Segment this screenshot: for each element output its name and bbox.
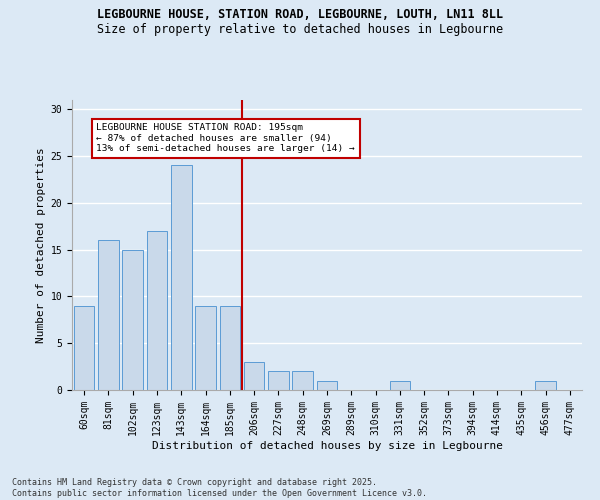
Bar	[292, 372, 313, 390]
X-axis label: Distribution of detached houses by size in Legbourne: Distribution of detached houses by size …	[151, 440, 503, 450]
Text: LEGBOURNE HOUSE, STATION ROAD, LEGBOURNE, LOUTH, LN11 8LL: LEGBOURNE HOUSE, STATION ROAD, LEGBOURNE…	[97, 8, 503, 20]
Bar	[268, 372, 289, 390]
Bar	[146, 231, 167, 390]
Bar	[317, 380, 337, 390]
Text: LEGBOURNE HOUSE STATION ROAD: 195sqm
← 87% of detached houses are smaller (94)
1: LEGBOURNE HOUSE STATION ROAD: 195sqm ← 8…	[96, 124, 355, 153]
Y-axis label: Number of detached properties: Number of detached properties	[37, 147, 46, 343]
Bar	[74, 306, 94, 390]
Bar	[122, 250, 143, 390]
Bar	[389, 380, 410, 390]
Bar	[195, 306, 216, 390]
Bar	[220, 306, 240, 390]
Bar	[98, 240, 119, 390]
Bar	[244, 362, 265, 390]
Text: Contains HM Land Registry data © Crown copyright and database right 2025.
Contai: Contains HM Land Registry data © Crown c…	[12, 478, 427, 498]
Bar	[171, 166, 191, 390]
Text: Size of property relative to detached houses in Legbourne: Size of property relative to detached ho…	[97, 22, 503, 36]
Bar	[535, 380, 556, 390]
